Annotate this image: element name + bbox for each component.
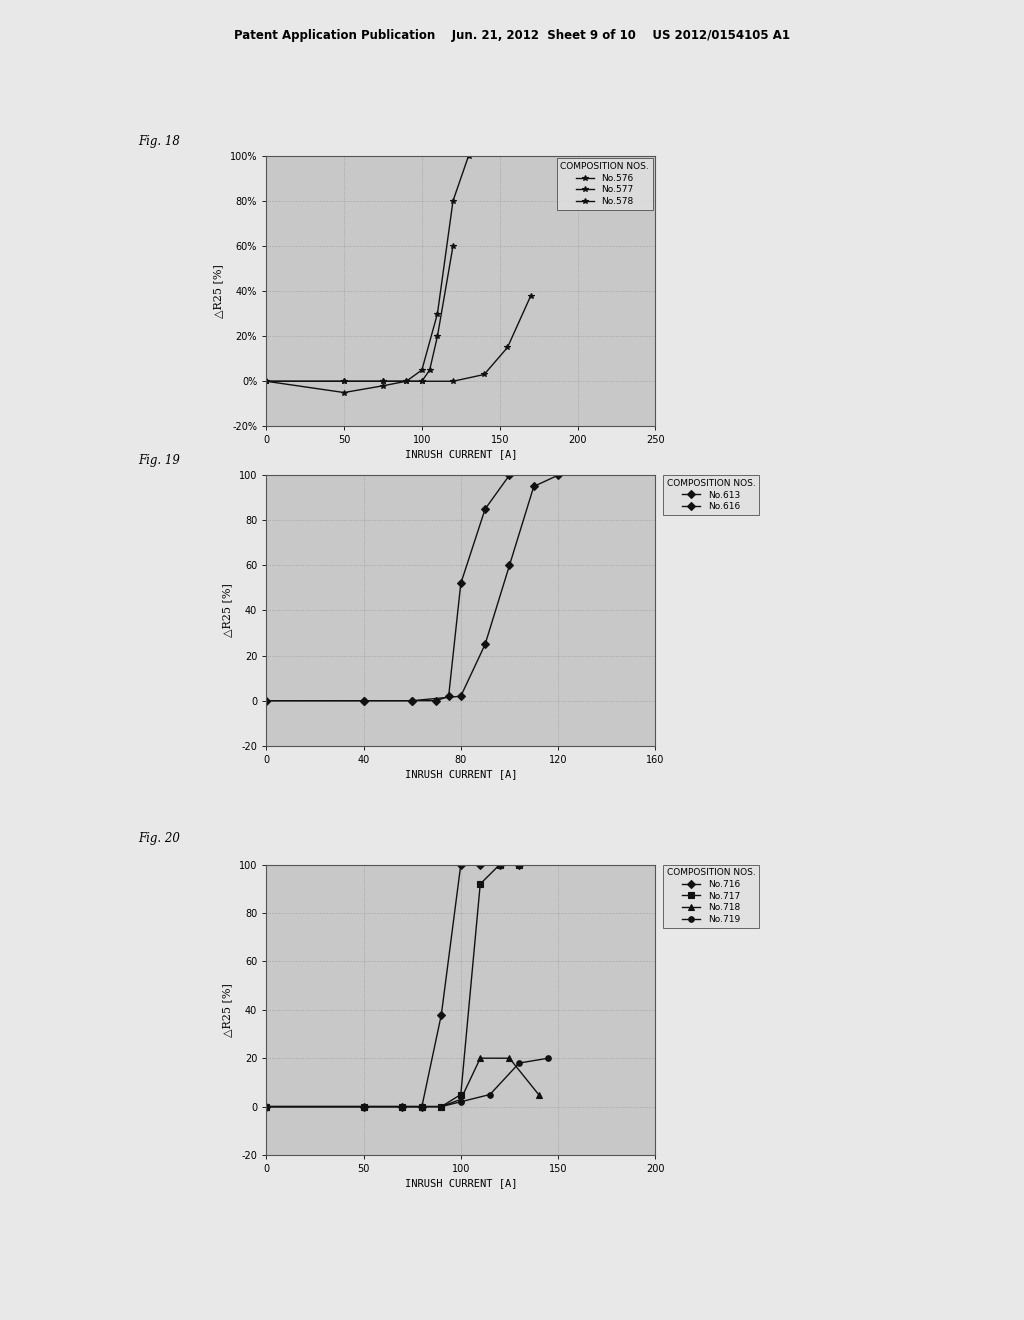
No.577 [377, 378, 389, 393]
No.719 [435, 1098, 447, 1114]
Legend: No.613, No.616: No.613, No.616 [664, 475, 759, 515]
No.719 [357, 1098, 370, 1114]
No.719 [455, 1094, 467, 1110]
No.717 [494, 857, 506, 873]
No.577 [416, 374, 428, 389]
No.578 [502, 339, 514, 355]
No.716 [416, 1098, 428, 1114]
No.716 [494, 857, 506, 873]
No.578 [338, 374, 350, 389]
No.716 [513, 857, 525, 873]
No.718 [474, 1051, 486, 1067]
No.616 [455, 688, 467, 704]
No.718 [435, 1098, 447, 1114]
No.576 [463, 148, 475, 164]
No.717 [474, 876, 486, 892]
No.716 [455, 857, 467, 873]
No.718 [532, 1086, 545, 1102]
No.616 [527, 479, 540, 495]
No.576 [260, 374, 272, 389]
Line: No.616: No.616 [263, 473, 561, 704]
No.717 [396, 1098, 409, 1114]
No.577 [400, 374, 413, 389]
No.717 [513, 857, 525, 873]
No.719 [513, 1055, 525, 1071]
Text: Fig. 19: Fig. 19 [138, 454, 180, 467]
Y-axis label: △R25 [%]: △R25 [%] [222, 583, 231, 638]
No.576 [416, 362, 428, 378]
No.717 [260, 1098, 272, 1114]
No.577 [446, 238, 459, 253]
No.613 [442, 688, 455, 704]
Line: No.577: No.577 [263, 243, 456, 395]
No.613 [357, 693, 370, 709]
No.717 [435, 1098, 447, 1114]
Line: No.576: No.576 [263, 153, 471, 384]
No.616 [406, 693, 419, 709]
No.716 [260, 1098, 272, 1114]
No.716 [357, 1098, 370, 1114]
No.577 [260, 374, 272, 389]
No.718 [357, 1098, 370, 1114]
No.616 [504, 557, 516, 573]
No.616 [479, 636, 492, 652]
No.576 [400, 374, 413, 389]
Line: No.719: No.719 [263, 1056, 551, 1109]
Line: No.578: No.578 [263, 293, 534, 384]
Text: Patent Application Publication    Jun. 21, 2012  Sheet 9 of 10    US 2012/015410: Patent Application Publication Jun. 21, … [234, 29, 790, 42]
No.578 [524, 288, 537, 304]
No.578 [260, 374, 272, 389]
No.616 [552, 467, 564, 483]
Text: Fig. 18: Fig. 18 [138, 135, 180, 148]
No.718 [416, 1098, 428, 1114]
No.716 [435, 1007, 447, 1023]
No.718 [455, 1092, 467, 1107]
X-axis label: INRUSH CURRENT [A]: INRUSH CURRENT [A] [404, 770, 517, 779]
No.717 [455, 1086, 467, 1102]
No.613 [504, 467, 516, 483]
No.717 [416, 1098, 428, 1114]
No.719 [484, 1086, 497, 1102]
No.719 [260, 1098, 272, 1114]
Line: No.613: No.613 [263, 473, 512, 704]
No.578 [478, 367, 490, 383]
No.577 [424, 362, 436, 378]
No.613 [430, 693, 442, 709]
No.718 [504, 1051, 515, 1067]
X-axis label: INRUSH CURRENT [A]: INRUSH CURRENT [A] [404, 450, 517, 459]
No.719 [543, 1051, 555, 1067]
No.717 [357, 1098, 370, 1114]
No.576 [446, 193, 459, 209]
No.578 [377, 374, 389, 389]
Y-axis label: △R25 [%]: △R25 [%] [213, 264, 223, 318]
Line: No.717: No.717 [263, 862, 522, 1109]
Line: No.718: No.718 [263, 1056, 542, 1109]
Line: No.716: No.716 [263, 862, 522, 1109]
No.718 [260, 1098, 272, 1114]
No.616 [357, 693, 370, 709]
No.719 [416, 1098, 428, 1114]
No.613 [406, 693, 419, 709]
No.577 [338, 384, 350, 400]
No.716 [396, 1098, 409, 1114]
No.613 [260, 693, 272, 709]
No.613 [455, 576, 467, 591]
No.578 [416, 374, 428, 389]
Y-axis label: △R25 [%]: △R25 [%] [222, 983, 231, 1036]
No.613 [479, 502, 492, 517]
No.616 [260, 693, 272, 709]
Text: Fig. 20: Fig. 20 [138, 832, 180, 845]
No.716 [474, 857, 486, 873]
Legend: No.576, No.577, No.578: No.576, No.577, No.578 [557, 158, 652, 210]
No.577 [431, 329, 443, 345]
X-axis label: INRUSH CURRENT [A]: INRUSH CURRENT [A] [404, 1179, 517, 1188]
No.718 [396, 1098, 409, 1114]
No.719 [396, 1098, 409, 1114]
No.576 [431, 306, 443, 322]
No.578 [446, 374, 459, 389]
No.576 [377, 374, 389, 389]
No.576 [338, 374, 350, 389]
Legend: No.716, No.717, No.718, No.719: No.716, No.717, No.718, No.719 [664, 865, 759, 928]
